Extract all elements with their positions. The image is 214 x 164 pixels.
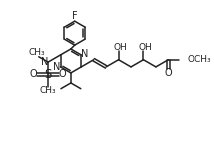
Text: F: F — [72, 11, 77, 21]
Text: N: N — [41, 57, 48, 67]
Text: OCH₃: OCH₃ — [187, 55, 211, 64]
Text: O: O — [165, 68, 172, 78]
Text: N: N — [81, 50, 88, 60]
Text: OH: OH — [138, 43, 152, 52]
Text: O: O — [59, 69, 67, 79]
Text: O: O — [30, 69, 37, 79]
Text: S: S — [44, 68, 52, 81]
Text: CH₃: CH₃ — [28, 48, 45, 57]
Text: CH₃: CH₃ — [40, 86, 56, 95]
Text: N: N — [54, 62, 61, 72]
Text: OH: OH — [114, 43, 127, 52]
